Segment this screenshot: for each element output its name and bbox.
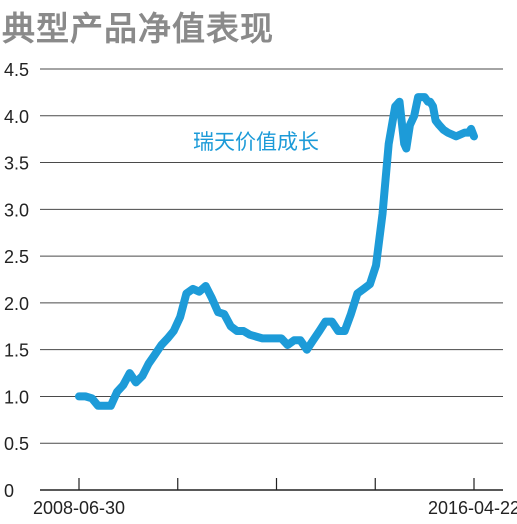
y-tick-label: 1.5: [4, 341, 29, 361]
y-tick-label: 3.5: [4, 154, 29, 174]
series-group: [75, 93, 478, 410]
chart-title: 典型产品净值表现: [2, 9, 274, 48]
y-tick-label: 2.0: [4, 294, 29, 314]
y-tick-label: 2.5: [4, 247, 29, 267]
y-axis-labels: 0 0.5 1.0 1.5 2.0 2.5 3.0 3.5 4.0 4.5: [4, 60, 29, 501]
series-line: [75, 93, 478, 410]
series-labels: 瑞天价值成长: [193, 130, 319, 154]
y-tick-label: 1.0: [4, 387, 29, 407]
grid-lines: [40, 68, 503, 444]
series-label: 瑞天价值成长: [193, 130, 319, 154]
x-tick-label: 2016-04-22: [428, 498, 517, 518]
x-tick-label: 2008-06-30: [33, 498, 125, 518]
y-tick-label: 3.0: [4, 200, 29, 220]
y-tick-label: 0: [4, 481, 14, 501]
y-tick-label: 4.5: [4, 60, 29, 80]
x-axis: 2008-06-30 2016-04-22: [33, 478, 517, 518]
y-tick-label: 4.0: [4, 107, 29, 127]
y-tick-label: 0.5: [4, 434, 29, 454]
